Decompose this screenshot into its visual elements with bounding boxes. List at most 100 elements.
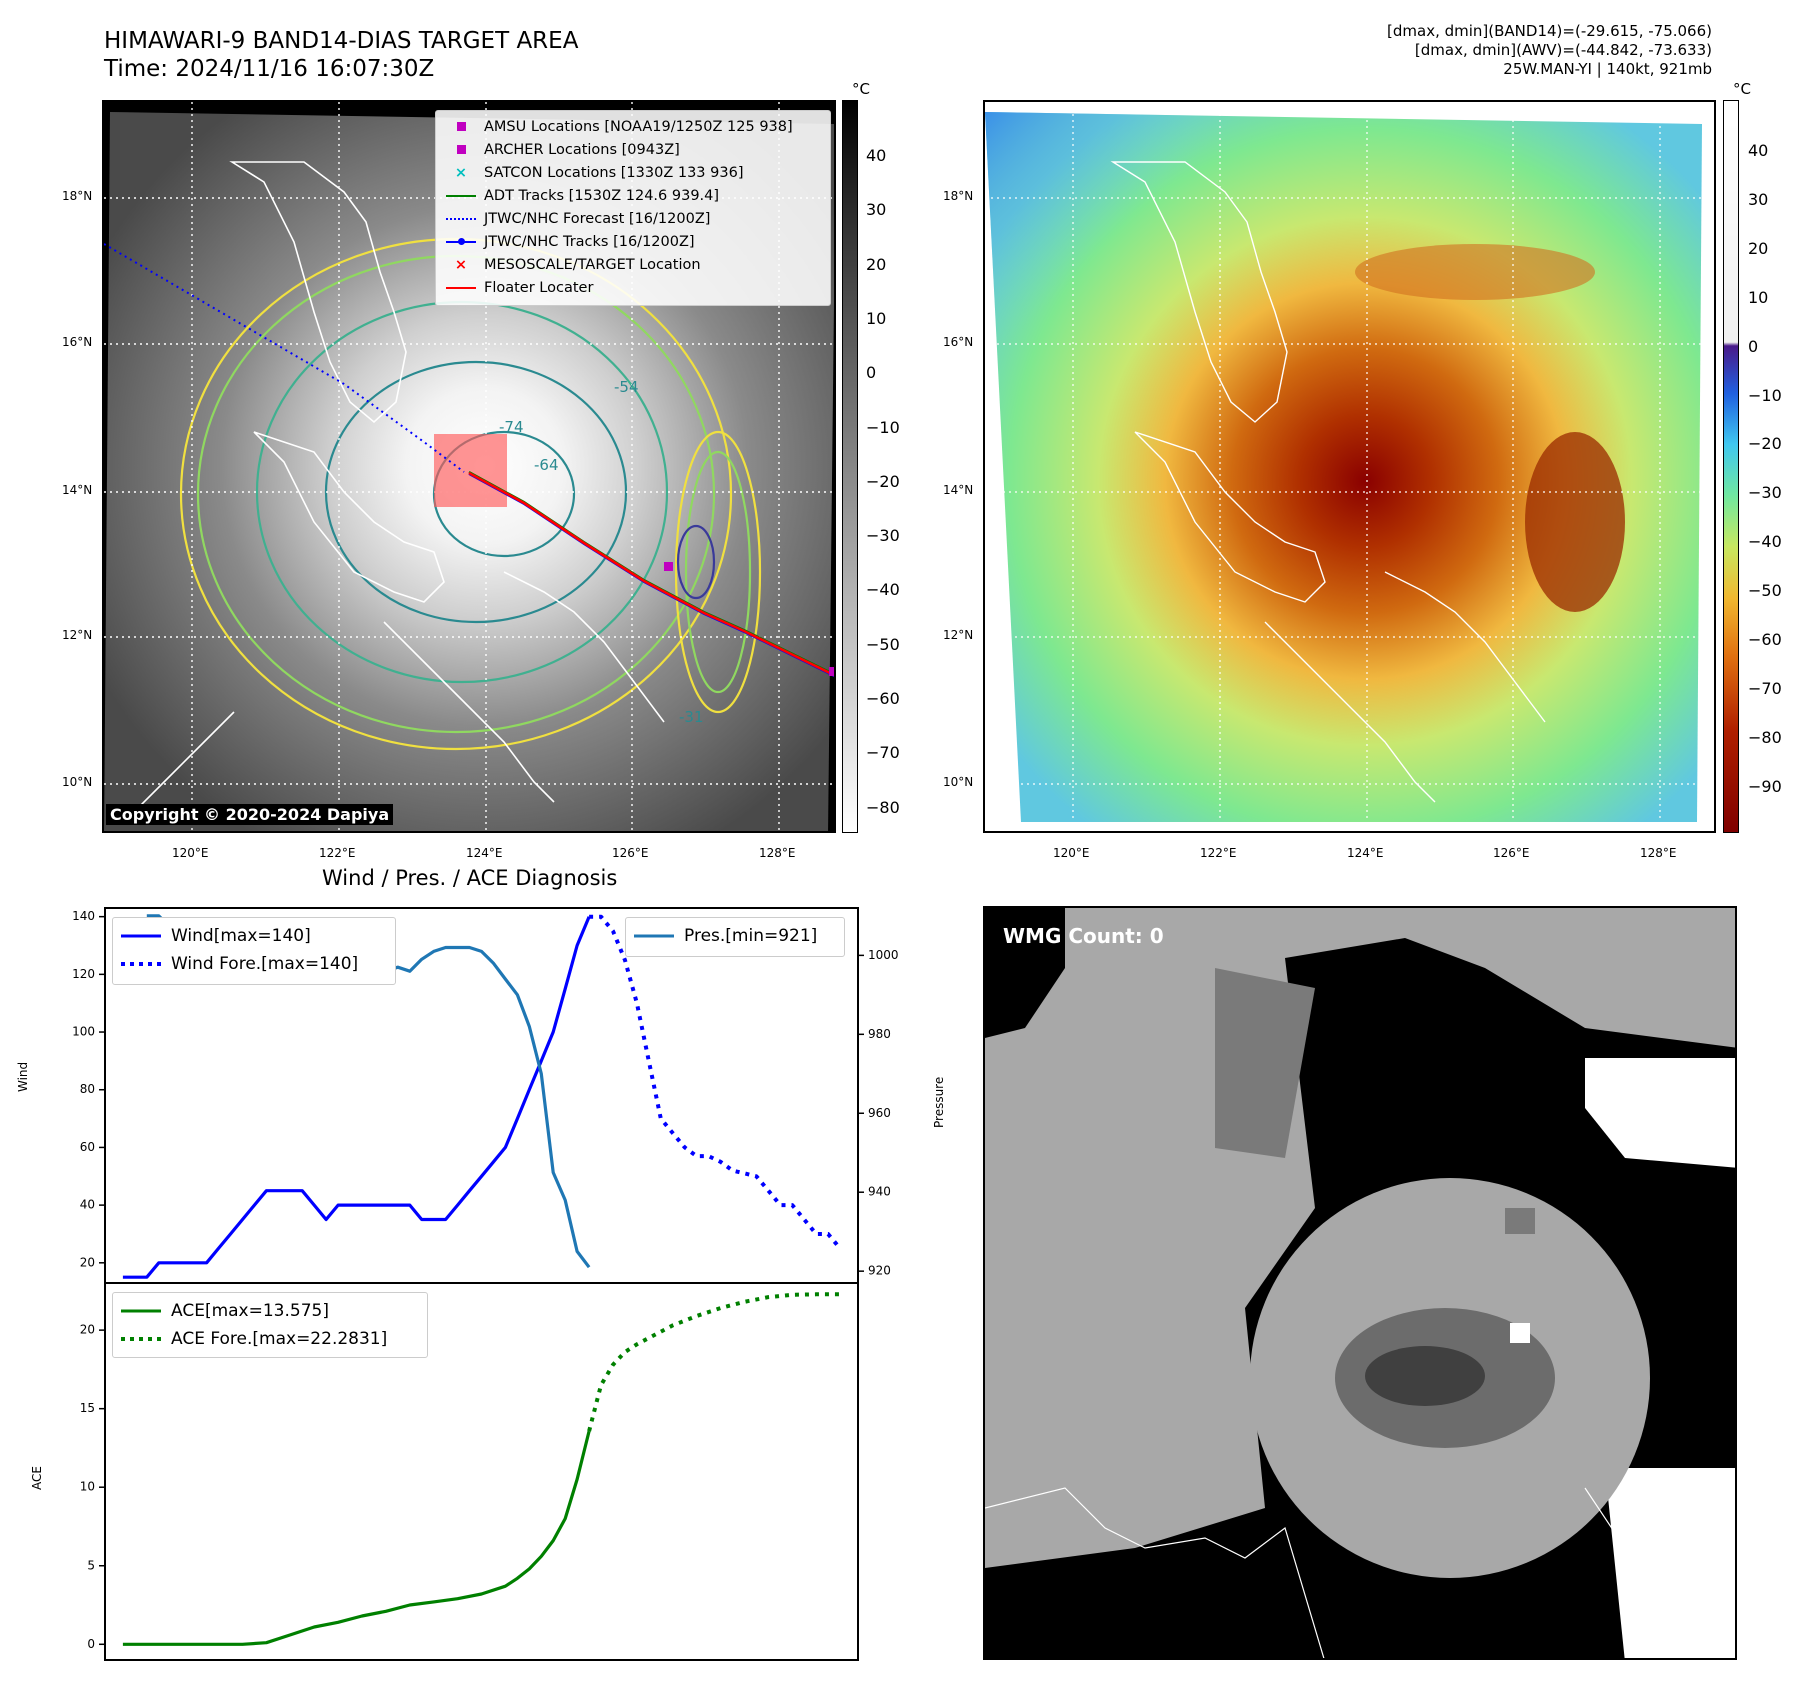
pressure-tick-label: 960	[868, 1106, 891, 1120]
x-marker-icon: ×	[454, 164, 468, 181]
ace-tick-label: 10	[80, 1480, 95, 1494]
wmg-panel: WMG Count: 0	[983, 906, 1737, 1660]
legend-row-amsu: AMSU Locations [NOAA19/1250Z 125 938]	[444, 115, 822, 138]
legend-label: JTWC/NHC Forecast [16/1200Z]	[484, 210, 711, 227]
lon-label: 122°E	[1200, 846, 1237, 860]
lon-label: 122°E	[319, 846, 356, 860]
dotted-line-icon	[121, 962, 161, 966]
wind-legend: Wind[max=140] Wind Fore.[max=140]	[112, 917, 396, 985]
wind-tick-label: 60	[80, 1140, 95, 1154]
line-dot-icon	[444, 235, 478, 249]
legend-row-archer: ARCHER Locations [0943Z]	[444, 138, 822, 161]
legend-row-ace-forecast: ACE Fore.[max=22.2831]	[121, 1325, 419, 1353]
lat-label: 14°N	[62, 483, 93, 497]
band14-colorbar	[842, 100, 858, 833]
legend-row-pressure: Pres.[min=921]	[634, 922, 836, 950]
square-marker-icon	[444, 120, 478, 134]
colorbar-tick-label: −90	[1748, 776, 1782, 796]
legend-row-target: × MESOSCALE/TARGET Location	[444, 253, 822, 276]
legend-row-wind-forecast: Wind Fore.[max=140]	[121, 950, 387, 978]
legend-row-satcon: × SATCON Locations [1330Z 133 936]	[444, 161, 822, 184]
lon-label: 124°E	[466, 846, 503, 860]
colorbar-tick-label: −10	[1748, 385, 1782, 405]
pressure-legend: Pres.[min=921]	[625, 917, 845, 957]
pressure-tick-label: 1000	[868, 948, 899, 962]
square-marker-icon	[444, 143, 478, 157]
colorbar-tick-label: −80	[1748, 727, 1782, 747]
map-legend: AMSU Locations [NOAA19/1250Z 125 938] AR…	[435, 110, 831, 306]
contour-label: -31	[679, 708, 704, 726]
archer-marker	[664, 562, 673, 571]
lat-label: 12°N	[62, 628, 93, 642]
ace-legend: ACE[max=13.575] ACE Fore.[max=22.2831]	[112, 1292, 428, 1358]
stats-block: [dmax, dmin](BAND14)=(-29.615, -75.066) …	[1112, 22, 1712, 79]
colorbar-tick-label: 20	[866, 254, 887, 274]
legend-label: ACE Fore.[max=22.2831]	[171, 1329, 388, 1349]
wmg-svg	[985, 908, 1735, 1658]
legend-label: SATCON Locations [1330Z 133 936]	[484, 164, 744, 181]
lat-label: 18°N	[943, 189, 974, 203]
stats-awv: [dmax, dmin](AWV)=(-44.842, -73.633)	[1414, 41, 1712, 59]
legend-label: Floater Locater	[484, 279, 594, 296]
awv-map-panel	[983, 100, 1716, 833]
stats-band14: [dmax, dmin](BAND14)=(-29.615, -75.066)	[1387, 22, 1712, 40]
colorbar-tick-label: −60	[866, 689, 900, 708]
colorbar-unit: °C	[1733, 80, 1751, 98]
awv-colorbar	[1723, 100, 1739, 833]
colorbar-unit: °C	[852, 80, 870, 98]
line-swatch-icon	[121, 1309, 161, 1313]
colorbar-tick-label: 30	[866, 200, 887, 220]
lat-label: 18°N	[62, 189, 93, 203]
legend-label: Wind Fore.[max=140]	[171, 954, 359, 974]
pressure-tick-label: 940	[868, 1185, 891, 1199]
ace-tick-label: 15	[80, 1401, 95, 1415]
floater-locater-line	[468, 471, 834, 677]
legend-row-adt: ADT Tracks [1530Z 124.6 939.4]	[444, 184, 822, 207]
colorbar-tick-label: 10	[1748, 287, 1769, 307]
legend-row-wind: Wind[max=140]	[121, 922, 387, 950]
dotted-line-icon	[121, 1337, 161, 1341]
contour-label: -64	[534, 456, 559, 474]
diagnosis-title: Wind / Pres. / ACE Diagnosis	[322, 866, 618, 890]
line-swatch-icon	[121, 934, 161, 938]
pressure-tick-label: 980	[868, 1027, 891, 1041]
contour-label: -54	[614, 378, 639, 396]
dotted-line-icon	[444, 212, 478, 226]
legend-row-forecast: JTWC/NHC Forecast [16/1200Z]	[444, 207, 822, 230]
lat-label: 12°N	[943, 628, 974, 642]
contour-label: -74	[499, 418, 524, 436]
legend-label: Wind[max=140]	[171, 926, 311, 946]
target-area-box	[434, 434, 507, 507]
colorbar-tick-label: −20	[866, 471, 900, 491]
lon-label: 126°E	[1493, 846, 1530, 860]
colorbar-tick-label: −30	[866, 526, 900, 546]
legend-label: Pres.[min=921]	[684, 926, 818, 946]
stats-storm: 25W.MAN-YI | 140kt, 921mb	[1503, 60, 1712, 78]
line-swatch-icon	[444, 189, 478, 203]
colorbar-tick-label: −40	[866, 580, 900, 600]
legend-label: ARCHER Locations [0943Z]	[484, 141, 680, 158]
colorbar-tick-label: 0	[866, 363, 877, 383]
ace-axis-label: ACE	[30, 1466, 44, 1490]
legend-label: JTWC/NHC Tracks [16/1200Z]	[484, 233, 695, 250]
legend-label: ACE[max=13.575]	[171, 1301, 329, 1321]
x-marker-icon: ×	[454, 256, 468, 273]
line-swatch-icon	[634, 934, 674, 938]
wind-forecast-series-line	[589, 914, 842, 1250]
wind-tick-label: 100	[72, 1025, 95, 1039]
lon-label: 124°E	[1347, 846, 1384, 860]
lon-label: 120°E	[1053, 846, 1090, 860]
colorbar-tick-label: −50	[1748, 581, 1782, 601]
ace-series-line	[122, 1430, 591, 1646]
lon-label: 128°E	[759, 846, 796, 860]
colorbar-tick-label: −70	[866, 743, 900, 763]
lat-label: 16°N	[62, 335, 93, 349]
band14-map-panel: -54 -64 -74 -31 Copyright © 2020-2024 Da…	[102, 100, 836, 833]
legend-label: ADT Tracks [1530Z 124.6 939.4]	[484, 187, 720, 204]
legend-row-ace: ACE[max=13.575]	[121, 1297, 419, 1325]
lat-label: 16°N	[943, 335, 974, 349]
wind-tick-label: 120	[72, 967, 95, 981]
colorbar-tick-label: −70	[1748, 678, 1782, 698]
colorbar-tick-label: −20	[1748, 434, 1782, 454]
colorbar-tick-label: 40	[866, 146, 887, 165]
